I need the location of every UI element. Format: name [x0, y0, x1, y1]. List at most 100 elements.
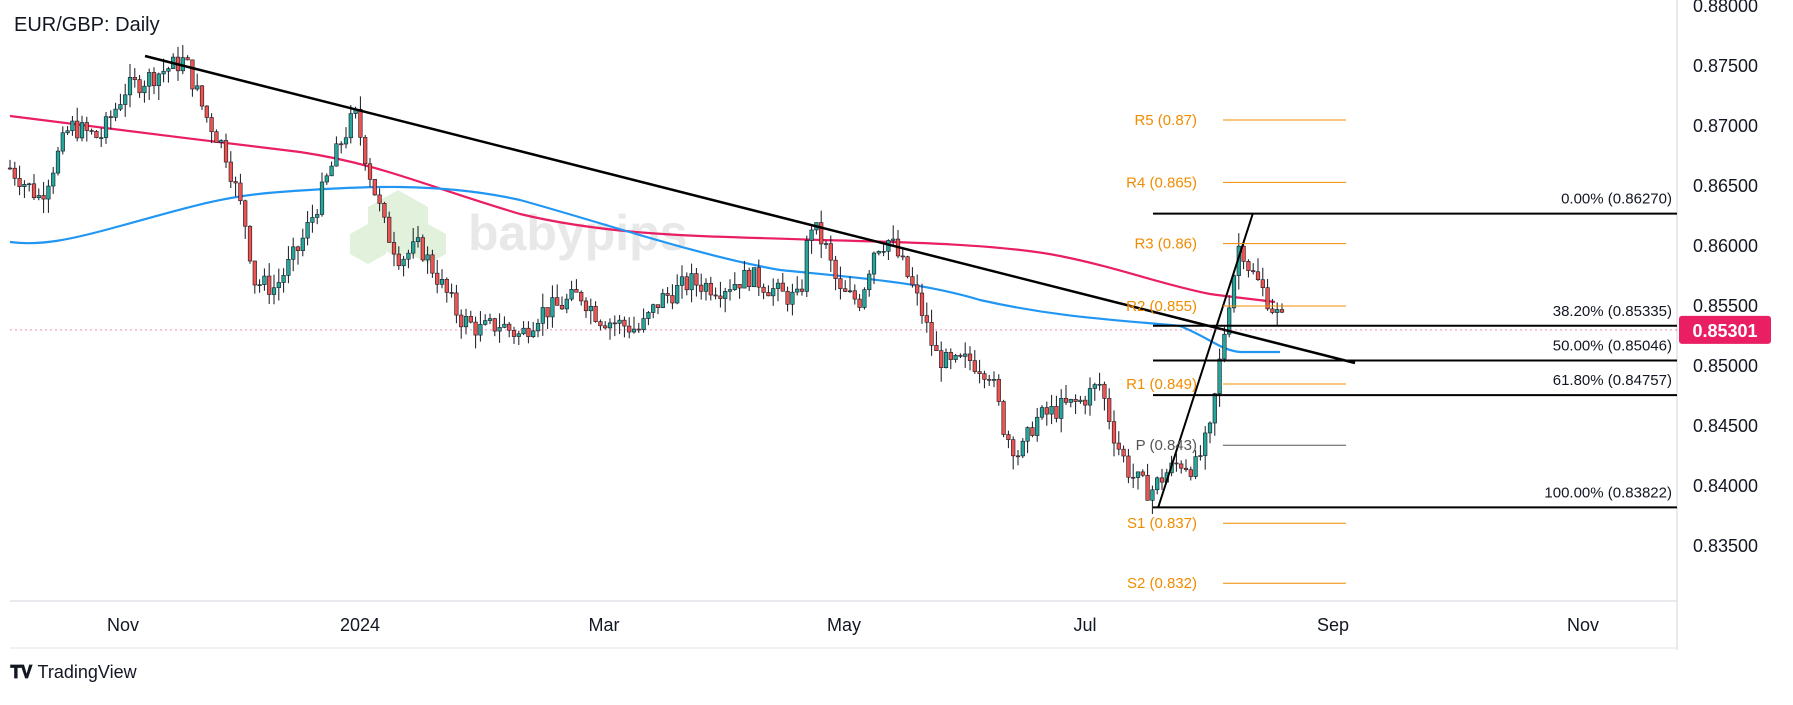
- candle: [310, 204, 315, 233]
- y-tick-label: 0.84500: [1693, 416, 1758, 436]
- candle: [540, 293, 545, 336]
- candle: [799, 279, 805, 296]
- candle: [535, 318, 541, 338]
- candle: [804, 235, 809, 298]
- candle-body-up: [876, 251, 881, 254]
- candle: [223, 133, 229, 169]
- candle: [1020, 438, 1025, 458]
- candle-body-up: [641, 318, 646, 331]
- candle-body-down: [1140, 471, 1145, 476]
- candle-body-down: [579, 291, 584, 302]
- candle: [627, 317, 632, 339]
- candle: [1279, 303, 1285, 314]
- candle-body-up: [1025, 427, 1030, 442]
- candle-body-down: [972, 360, 977, 372]
- candle: [943, 348, 949, 369]
- candle-body-up: [1135, 471, 1141, 478]
- candle-body-up: [286, 258, 291, 276]
- candle: [579, 290, 584, 306]
- candle: [199, 85, 205, 111]
- candle: [972, 350, 977, 374]
- candle: [982, 370, 987, 389]
- brand-footer[interactable]: 𝐓𝐕 TradingView: [10, 662, 137, 683]
- candle-body-down: [252, 260, 257, 286]
- candle-body-up: [1231, 275, 1237, 309]
- candle: [343, 127, 349, 149]
- candle-body-up: [406, 252, 411, 260]
- candle: [41, 181, 46, 214]
- candle-body-down: [1063, 398, 1069, 403]
- candle: [363, 135, 368, 171]
- candle-body-down: [1006, 434, 1011, 440]
- current-price-tag[interactable]: 0.85301: [1679, 315, 1771, 344]
- candle-body-up: [103, 116, 109, 138]
- candle: [1097, 372, 1102, 391]
- fib-level-label: 100.00% (0.83822): [1544, 484, 1672, 501]
- candle-body-up: [411, 241, 416, 254]
- candle-body-down: [387, 216, 392, 243]
- candle: [1025, 426, 1030, 454]
- x-tick-label: 2024: [340, 615, 380, 635]
- candle-body-down: [1030, 427, 1035, 436]
- candle-body-down: [1246, 261, 1251, 271]
- candle: [785, 286, 790, 312]
- candle-body-down: [1260, 279, 1265, 289]
- candle-body-down: [1054, 406, 1059, 419]
- candle-body-down: [367, 163, 373, 180]
- candle: [238, 173, 243, 205]
- candle: [1198, 445, 1203, 461]
- candle: [1111, 410, 1117, 457]
- candle-body-up: [727, 289, 733, 292]
- candle-body-down: [958, 354, 963, 357]
- candle: [1155, 476, 1160, 495]
- candle: [881, 242, 886, 257]
- candle: [723, 287, 728, 313]
- candle-body-up: [963, 353, 968, 357]
- candle: [670, 284, 675, 310]
- candle: [391, 231, 397, 267]
- candle: [958, 353, 963, 359]
- candle: [305, 211, 310, 246]
- candle-body-down: [622, 319, 627, 327]
- candle-body-down: [708, 282, 713, 296]
- candle: [679, 265, 685, 299]
- candle: [583, 297, 589, 318]
- pivot-level-label: P (0.843): [1136, 437, 1197, 454]
- candle: [1131, 463, 1136, 489]
- candle: [156, 72, 161, 100]
- fib-level-label: 61.80% (0.84757): [1553, 372, 1672, 389]
- candle-body-down: [924, 315, 929, 323]
- candle: [324, 173, 329, 185]
- x-tick-label: Sep: [1317, 615, 1349, 635]
- candle: [684, 272, 689, 296]
- candle-body-up: [319, 181, 325, 215]
- candle: [271, 274, 277, 305]
- candle-body-up: [271, 287, 277, 295]
- candle: [555, 284, 560, 306]
- pivot-levels: R5 (0.87) R4 (0.865) R3 (0.86) R2 (0.855) R1…: [1126, 112, 1346, 592]
- candle: [315, 209, 320, 225]
- candle: [75, 107, 80, 142]
- candle: [247, 225, 253, 264]
- candle-body-down: [358, 108, 363, 138]
- candle-body-down: [204, 105, 209, 118]
- candle-body-up: [1078, 399, 1083, 402]
- candle-body-down: [545, 307, 550, 318]
- candle: [46, 179, 51, 213]
- fib-level-label: 38.20% (0.85335): [1553, 303, 1672, 320]
- candle: [1251, 263, 1256, 275]
- x-tick-label: May: [827, 615, 861, 635]
- candle: [1087, 377, 1093, 416]
- candle: [463, 308, 469, 335]
- candle-body-down: [137, 79, 142, 94]
- candle: [895, 229, 901, 259]
- y-tick-label: 0.87000: [1693, 116, 1758, 136]
- candle: [718, 281, 723, 308]
- candle: [507, 321, 512, 338]
- candle-body-up: [607, 322, 613, 329]
- candle-body-down: [89, 130, 94, 132]
- candle: [790, 283, 795, 316]
- candle: [219, 139, 224, 149]
- candle-body-down: [1001, 401, 1006, 435]
